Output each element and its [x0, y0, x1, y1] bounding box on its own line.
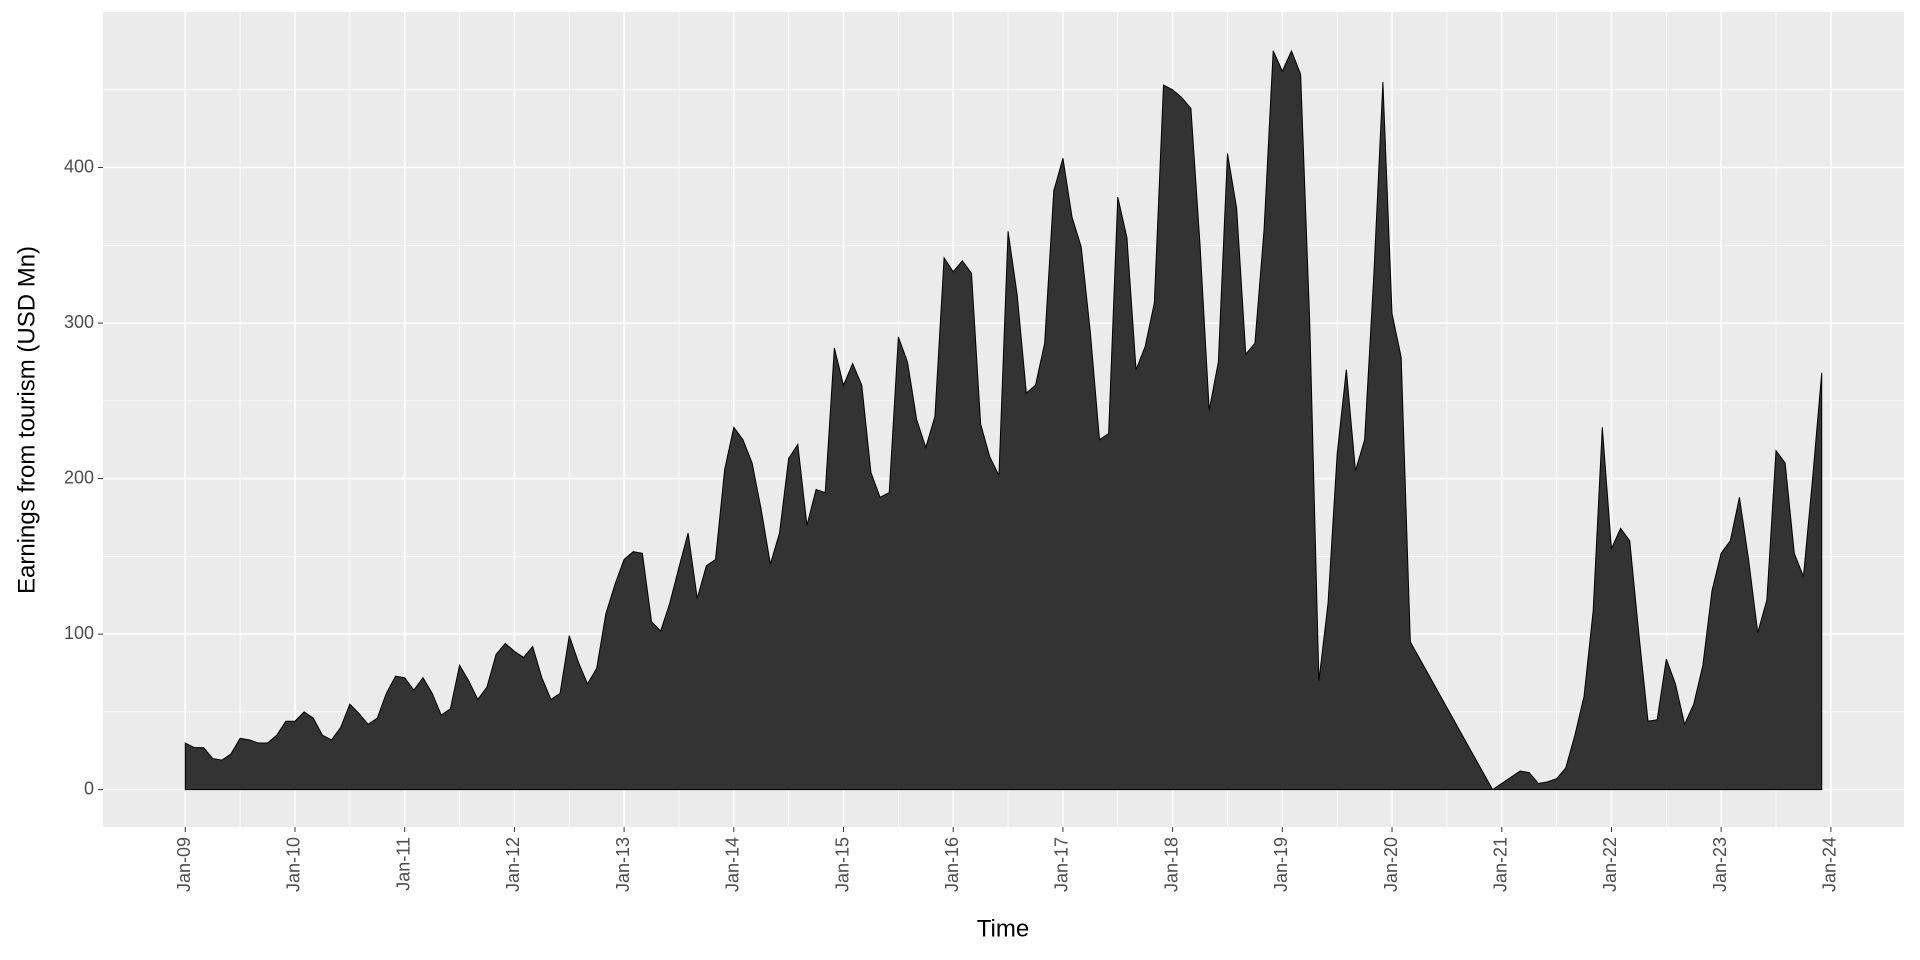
x-tick-label: Jan-13	[613, 837, 633, 892]
y-axis-title: Earnings from tourism (USD Mn)	[13, 246, 40, 594]
x-tick-label: Jan-10	[284, 837, 304, 892]
x-tick-label: Jan-17	[1052, 837, 1072, 892]
x-axis-title: Time	[977, 915, 1029, 942]
y-tick-label: 300	[64, 312, 94, 332]
axes: 0 100 200 300 400 Jan-09 Jan-10 Jan-11 Jan-12 Jan…	[64, 156, 1840, 892]
x-tick-label: Jan-18	[1161, 837, 1181, 892]
y-tick-label: 200	[64, 467, 94, 487]
y-tick-label: 100	[64, 623, 94, 643]
x-tick-label: Jan-19	[1271, 837, 1291, 892]
y-tick-label: 400	[64, 156, 94, 176]
x-tick-label: Jan-24	[1820, 837, 1840, 892]
x-tick-label: Jan-16	[942, 837, 962, 892]
x-tick-label: Jan-23	[1710, 837, 1730, 892]
x-tick-label: Jan-12	[503, 837, 523, 892]
x-tick-label: Jan-11	[393, 837, 413, 891]
x-tick-label: Jan-09	[174, 837, 194, 892]
y-tick-label: 0	[84, 778, 94, 798]
x-tick-label: Jan-21	[1490, 837, 1510, 892]
x-tick-label: Jan-22	[1600, 837, 1620, 892]
marks	[184, 49, 1823, 791]
x-tick-label: Jan-14	[723, 837, 743, 892]
x-tick-label: Jan-20	[1381, 837, 1401, 892]
x-tick-label: Jan-15	[832, 837, 852, 892]
area	[184, 49, 1823, 791]
